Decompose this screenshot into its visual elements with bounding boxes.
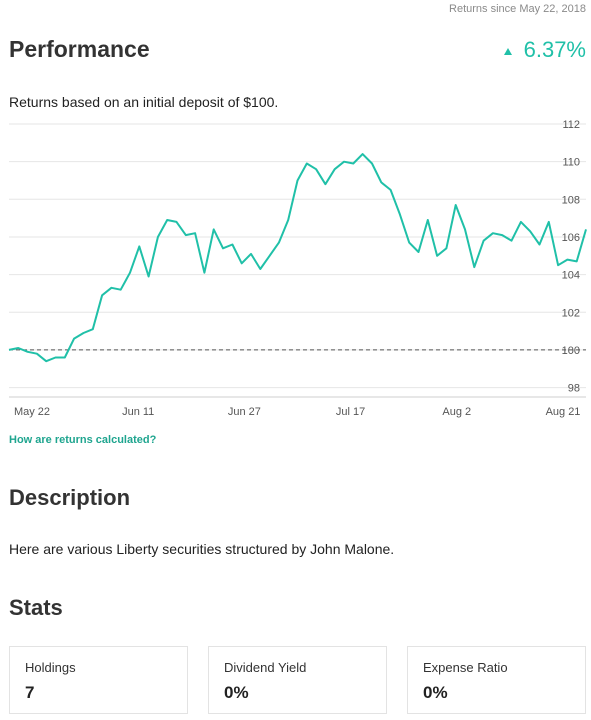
- performance-change-value: 6.37%: [523, 37, 586, 62]
- description-text: Here are various Liberty securities stru…: [9, 541, 395, 557]
- y-tick-label: 108: [562, 194, 580, 206]
- y-tick-label: 110: [562, 157, 580, 169]
- stat-value: 0%: [224, 683, 249, 702]
- y-tick-label: 104: [562, 270, 580, 282]
- stat-value: 0%: [423, 683, 448, 702]
- page-title: Performance: [9, 36, 150, 62]
- returns-since-label: Returns since May 22, 2018: [449, 3, 586, 15]
- stats-title: Stats: [9, 595, 63, 620]
- stat-value: 7: [25, 683, 35, 702]
- y-tick-label: 100: [562, 345, 580, 357]
- stat-card-holdings: Holdings 7: [9, 646, 188, 714]
- x-tick-label: Jun 11: [122, 406, 154, 418]
- x-tick-label: May 22: [14, 406, 50, 418]
- x-tick-label: Jul 17: [336, 406, 365, 418]
- y-tick-label: 98: [568, 383, 580, 395]
- x-tick-label: Aug 21: [546, 406, 581, 418]
- up-triangle-icon: [503, 48, 512, 55]
- x-tick-label: Jun 27: [228, 406, 261, 418]
- performance-chart[interactable]: 98 100 102 104 106 108 110 112 May 22 Jun 11 Jun 2…: [0, 115, 591, 427]
- stat-label: Expense Ratio: [423, 660, 508, 675]
- performance-change: 6.37%: [503, 37, 586, 63]
- stat-card-dividend-yield: Dividend Yield 0%: [208, 646, 387, 714]
- performance-subtitle: Returns based on an initial deposit of $…: [9, 94, 279, 110]
- y-tick-label: 112: [562, 119, 580, 131]
- stat-card-expense-ratio: Expense Ratio 0%: [407, 646, 586, 714]
- stat-label: Holdings: [25, 660, 76, 675]
- y-tick-label: 106: [562, 232, 580, 244]
- x-tick-label: Aug 2: [442, 406, 471, 418]
- description-title: Description: [9, 485, 131, 510]
- series-line: [8, 153, 587, 363]
- stat-label: Dividend Yield: [224, 660, 307, 675]
- how-returns-calculated-link[interactable]: How are returns calculated?: [9, 434, 157, 446]
- y-tick-label: 102: [562, 307, 580, 319]
